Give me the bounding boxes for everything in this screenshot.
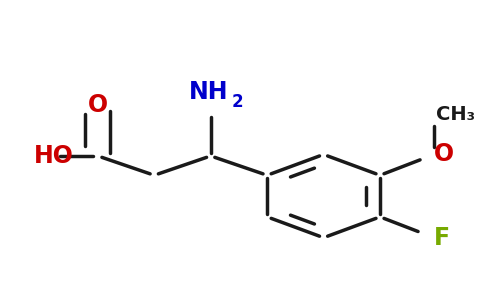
- Text: HO: HO: [34, 144, 74, 168]
- Text: CH₃: CH₃: [437, 105, 475, 124]
- Text: 2: 2: [232, 93, 243, 111]
- Text: O: O: [434, 142, 454, 167]
- Text: O: O: [88, 93, 108, 117]
- Text: NH: NH: [189, 80, 228, 104]
- Text: F: F: [434, 226, 450, 250]
